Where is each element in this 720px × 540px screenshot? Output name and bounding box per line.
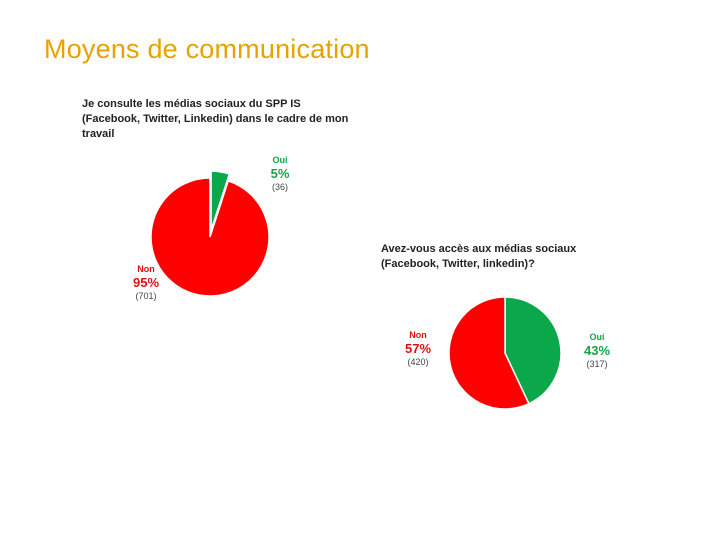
slide-title: Moyens de communication bbox=[44, 34, 370, 64]
chart1-non-category: Non bbox=[137, 264, 155, 274]
chart1-label-non: Non 95% (701) bbox=[127, 264, 165, 302]
chart1-label-oui: Oui 5% (36) bbox=[262, 155, 298, 193]
chart1-non-percent: 95% bbox=[132, 275, 160, 290]
chart2-slice-non bbox=[448, 296, 530, 410]
chart1-oui-count: (36) bbox=[271, 182, 288, 192]
chart2-pie bbox=[448, 296, 562, 410]
chart2-title: Avez-vous accès aux médias sociaux (Face… bbox=[381, 243, 577, 270]
chart2-slice-oui bbox=[504, 296, 562, 405]
chart1-slice-non bbox=[150, 177, 270, 297]
chart1-slice-oui bbox=[210, 170, 231, 231]
chart2-non-count: (420) bbox=[407, 357, 429, 367]
chart1-pie bbox=[150, 170, 270, 297]
chart1-title: Je consulte les médias sociaux du SPP IS… bbox=[82, 98, 349, 140]
chart2-label-non: Non 57% (420) bbox=[398, 330, 438, 368]
chart2-non-category: Non bbox=[409, 330, 427, 340]
chart1-oui-category: Oui bbox=[272, 155, 288, 165]
chart2-non-percent: 57% bbox=[404, 341, 432, 356]
chart1-oui-percent: 5% bbox=[270, 166, 290, 181]
chart2-label-oui: Oui 43% (317) bbox=[577, 332, 617, 370]
chart2-oui-percent: 43% bbox=[583, 343, 611, 358]
chart2-oui-count: (317) bbox=[586, 359, 608, 369]
chart2-oui-category: Oui bbox=[589, 332, 605, 342]
chart1-non-count: (701) bbox=[135, 291, 157, 301]
